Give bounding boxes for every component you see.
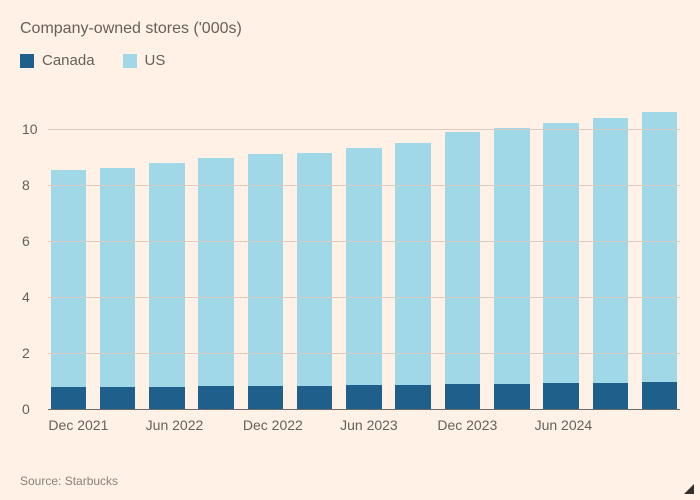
bar <box>198 125 234 409</box>
bar <box>543 106 579 409</box>
bar-segment-canada <box>297 386 333 409</box>
bar-segment-canada <box>51 387 87 409</box>
bars-group <box>48 87 680 409</box>
bar-segment-us <box>297 153 333 386</box>
bar <box>248 123 284 409</box>
gridline <box>48 353 680 354</box>
y-tick-label: 8 <box>22 177 30 193</box>
bar <box>297 122 333 409</box>
bar <box>51 132 87 409</box>
x-tick-label: Jun 2023 <box>340 417 398 433</box>
y-tick-label: 0 <box>22 401 30 417</box>
y-tick-label: 10 <box>22 121 38 137</box>
bar-segment-us <box>51 170 87 387</box>
bar-segment-canada <box>642 382 678 409</box>
x-tick-label: Dec 2021 <box>48 417 108 433</box>
bar-segment-canada <box>346 385 382 409</box>
y-tick-label: 4 <box>22 289 30 305</box>
legend-label: US <box>145 52 166 69</box>
bar <box>395 116 431 409</box>
bar-segment-canada <box>395 385 431 409</box>
x-tick-label: Dec 2023 <box>437 417 497 433</box>
bar-segment-canada <box>445 384 481 409</box>
gridline <box>48 129 680 130</box>
bar-segment-canada <box>149 387 185 410</box>
bar-segment-us <box>543 123 579 383</box>
chart-subtitle: Company-owned stores ('000s) <box>20 20 680 38</box>
gridline <box>48 241 680 242</box>
bar <box>100 130 136 409</box>
bar <box>149 128 185 409</box>
x-tick-label: Jun 2022 <box>146 417 204 433</box>
bar-segment-us <box>593 118 629 383</box>
bar-segment-canada <box>543 383 579 409</box>
legend-swatch-icon <box>123 54 137 68</box>
legend-label: Canada <box>42 52 95 69</box>
x-axis: Dec 2021 Jun 2022 Dec 2022 Jun 2023 Dec 2023… <box>48 415 680 437</box>
bar <box>593 103 629 409</box>
resize-corner-icon <box>684 484 694 494</box>
plot-area: 0246810 <box>48 87 680 409</box>
bar-segment-us <box>248 154 284 386</box>
bar-segment-us <box>494 128 530 384</box>
bar-segment-canada <box>198 386 234 409</box>
bar-segment-us <box>642 112 678 382</box>
x-tick-label: Dec 2022 <box>243 417 303 433</box>
bar-segment-canada <box>593 383 629 409</box>
bar-segment-canada <box>248 386 284 409</box>
y-tick-label: 2 <box>22 345 30 361</box>
source-caption: Source: Starbucks <box>20 474 118 488</box>
bar <box>494 108 530 409</box>
x-tick-label: Jun 2024 <box>535 417 593 433</box>
gridline <box>48 185 680 186</box>
bar-segment-us <box>445 132 481 384</box>
bar <box>642 100 678 409</box>
gridline <box>48 409 680 410</box>
legend-item-canada: Canada <box>20 52 95 69</box>
legend: Canada US <box>20 52 680 69</box>
bar-segment-canada <box>100 387 136 409</box>
legend-swatch-icon <box>20 54 34 68</box>
bar-segment-us <box>346 148 382 385</box>
chart-container: Company-owned stores ('000s) CanadaUS 02… <box>0 0 700 500</box>
bar-segment-canada <box>494 384 530 409</box>
chart-plot-zone: 0246810 Dec 2021 Jun 2022 Dec 2022 Jun 2023… <box>48 87 680 437</box>
bar-segment-us <box>100 168 136 387</box>
bar-segment-us <box>395 143 431 385</box>
y-tick-label: 6 <box>22 233 30 249</box>
bar <box>445 111 481 409</box>
gridline <box>48 297 680 298</box>
bar <box>346 119 382 409</box>
legend-item-us: US <box>123 52 166 69</box>
